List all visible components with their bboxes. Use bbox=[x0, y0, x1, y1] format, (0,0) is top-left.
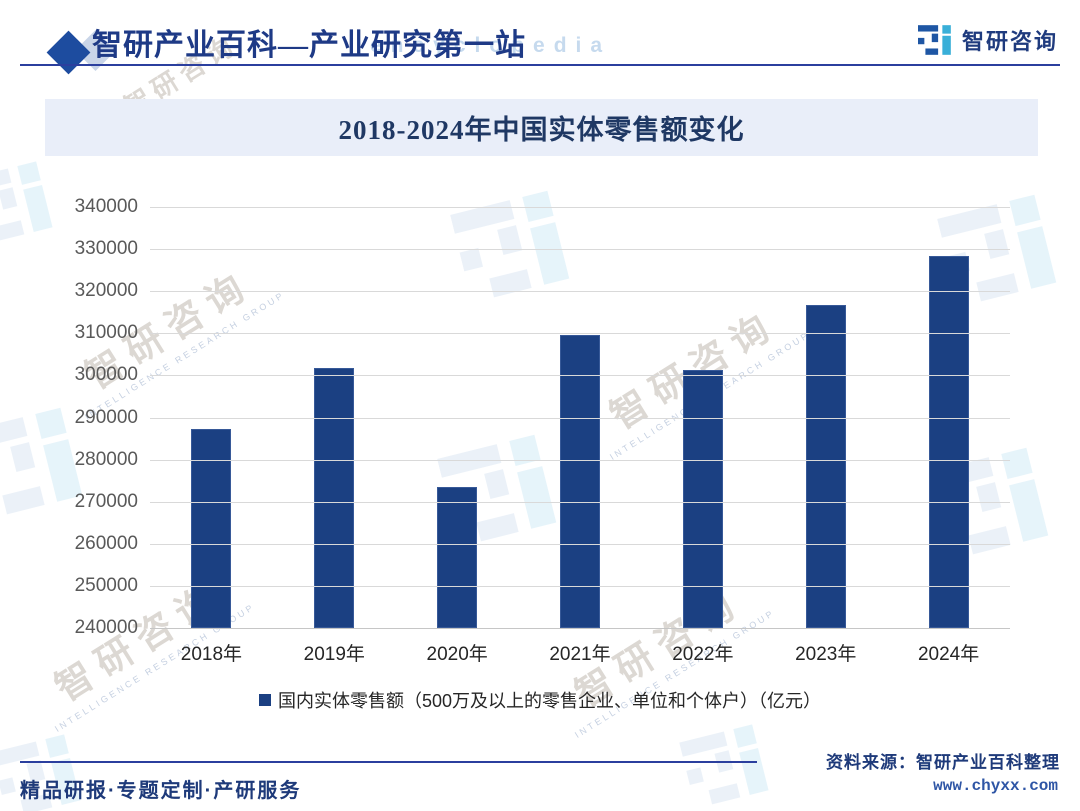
logo-watermark bbox=[679, 720, 778, 811]
x-tick-label: 2022年 bbox=[672, 644, 734, 665]
x-tick-label: 2021年 bbox=[549, 644, 611, 665]
y-tick-label: 300000 bbox=[74, 364, 138, 386]
chart-title: 2018-2024年中国实体零售额变化 bbox=[338, 115, 745, 145]
bar-series bbox=[150, 207, 1010, 628]
y-tick-label: 320000 bbox=[74, 280, 138, 302]
bar-column bbox=[641, 207, 764, 628]
gridline bbox=[150, 585, 1010, 587]
company-logo-text: 智研咨询 bbox=[961, 29, 1058, 54]
footer-divider bbox=[20, 761, 757, 763]
data-source-text: 资料来源：智研产业百科整理 bbox=[826, 753, 1060, 772]
y-axis-labels: 340000 330000 320000 310000 300000 290000 2800… bbox=[50, 196, 138, 638]
legend-label: 国内实体零售额（500万及以上的零售企业、单位和个体户）（亿元） bbox=[277, 691, 822, 711]
bar-2019年 bbox=[314, 368, 355, 628]
gridline bbox=[150, 375, 1010, 377]
gridline bbox=[150, 628, 1010, 629]
y-tick-label: 310000 bbox=[74, 322, 138, 344]
y-tick-label: 330000 bbox=[74, 238, 138, 260]
x-tick-label: 2018年 bbox=[180, 644, 243, 665]
website-url-text: www.chyxx.com bbox=[933, 777, 1058, 795]
x-tick-label: 2019年 bbox=[303, 644, 365, 665]
bar-2022年 bbox=[682, 369, 723, 628]
legend-marker-icon bbox=[258, 694, 271, 706]
y-tick-label: 270000 bbox=[74, 490, 138, 512]
bar-2020年 bbox=[437, 487, 478, 628]
gridline bbox=[150, 417, 1010, 419]
gridline bbox=[150, 333, 1010, 335]
bar-column bbox=[887, 207, 1010, 628]
chart-title-banner: 2018-2024年中国实体零售额变化 bbox=[45, 99, 1038, 156]
y-tick-label: 260000 bbox=[74, 532, 138, 554]
chart-legend: 国内实体零售额（500万及以上的零售企业、单位和个体户）（亿元） bbox=[0, 687, 1080, 713]
bar-column bbox=[764, 207, 887, 628]
y-tick-label: 280000 bbox=[74, 448, 138, 470]
brand-title: 智研产业百科—产业研究第一站 bbox=[92, 29, 526, 62]
bar-2024年 bbox=[928, 255, 969, 628]
zhiyan-logo-icon bbox=[917, 25, 951, 55]
y-tick-label: 290000 bbox=[74, 406, 138, 428]
gridline bbox=[150, 207, 1010, 208]
bar-column bbox=[519, 207, 642, 628]
gridline bbox=[150, 291, 1010, 293]
bar-column bbox=[273, 207, 396, 628]
page-header: 智研产业百科—产业研究第一站 智研咨询 bbox=[0, 0, 1080, 80]
x-tick-label: 2024年 bbox=[917, 644, 980, 665]
plot-area bbox=[150, 207, 1010, 629]
y-tick-label: 250000 bbox=[74, 574, 138, 596]
y-tick-label: 240000 bbox=[74, 617, 138, 638]
footer-services-text: 精品研报·专题定制·产研服务 bbox=[20, 780, 302, 802]
bar-column bbox=[150, 207, 273, 628]
gridline bbox=[150, 543, 1010, 545]
gridline bbox=[150, 249, 1010, 251]
x-tick-label: 2023年 bbox=[795, 644, 857, 665]
gridline bbox=[150, 501, 1010, 503]
diamond-dark-icon bbox=[46, 30, 91, 75]
company-logo: 智研咨询 bbox=[917, 24, 1058, 56]
bar-2023年 bbox=[805, 305, 846, 628]
header-divider bbox=[20, 64, 1060, 66]
bar-2021年 bbox=[560, 334, 600, 628]
x-tick-label: 2020年 bbox=[426, 644, 488, 665]
x-axis-labels: 2018年 2019年 2020年 2021年 2022年 2023年 2024年 bbox=[150, 639, 1010, 666]
y-tick-label: 340000 bbox=[74, 196, 138, 217]
bar-2018年 bbox=[191, 428, 232, 628]
gridline bbox=[150, 459, 1010, 461]
